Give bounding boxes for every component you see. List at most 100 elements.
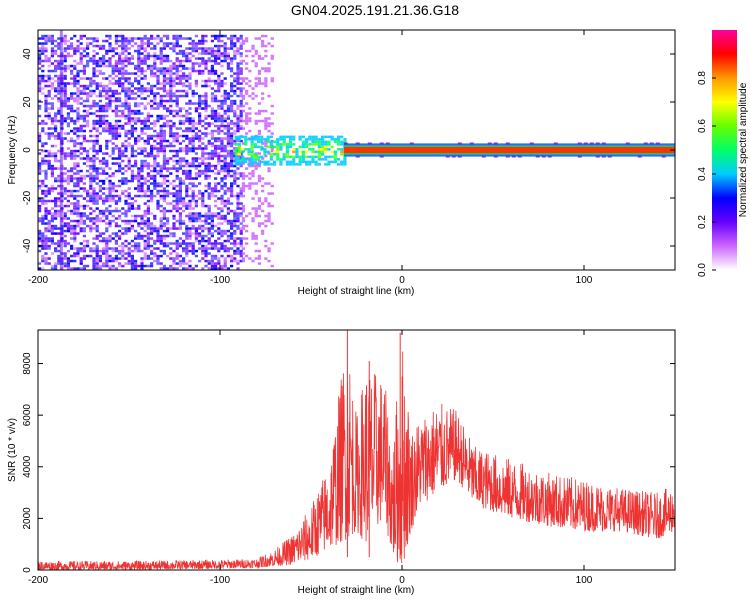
spectrogram-cell — [214, 224, 218, 228]
spectrogram-cell — [223, 177, 227, 180]
spectrogram-cell — [82, 69, 86, 73]
spectrogram-cell — [239, 77, 243, 80]
spectrogram-cell — [257, 197, 262, 200]
spectrogram-cell — [70, 42, 74, 45]
spectrogram-cell — [150, 164, 154, 168]
spectrogram-cell — [102, 54, 106, 58]
spectrogram-cell — [308, 163, 312, 166]
spectrogram-cell — [50, 52, 54, 55]
spectrogram-cell — [285, 143, 289, 146]
spectrogram-cell — [162, 57, 166, 60]
spectrogram-cell — [185, 94, 189, 98]
spectrogram-cell — [267, 152, 271, 155]
spectrogram-cell — [260, 135, 264, 139]
spectrogram-cell — [143, 87, 147, 90]
spectrogram-cell — [254, 84, 258, 88]
spectrogram-cell — [111, 199, 115, 203]
spectrogram-cell — [114, 89, 118, 93]
spectrogram-cell — [178, 192, 182, 195]
spectrogram-cell — [269, 135, 273, 139]
spectrogram-cell — [292, 163, 296, 166]
spectrogram-cell — [150, 92, 154, 95]
spectrogram-cell — [127, 42, 131, 45]
spectrogram-cell — [223, 127, 227, 130]
spectrogram-cell — [254, 182, 258, 185]
spectrogram-cell — [251, 182, 255, 185]
spectrogram-cell — [169, 242, 173, 245]
spectrogram-cell — [301, 160, 305, 164]
spectrogram-cell — [127, 47, 131, 50]
spectrogram-cell — [214, 204, 218, 208]
spectrogram-cell — [137, 74, 141, 78]
spectrogram-cell — [182, 202, 186, 205]
spectrogram-cell — [89, 42, 93, 45]
spectrogram-cell — [214, 109, 218, 113]
spectrogram-cell — [41, 119, 45, 123]
spectrogram-cell — [230, 39, 234, 43]
spectrogram-cell — [137, 134, 141, 138]
spectrogram-cell — [217, 112, 221, 115]
spectrogram-cell — [44, 192, 48, 195]
spectrogram-cell — [76, 74, 80, 78]
spectrogram-cell — [156, 182, 160, 185]
spectrogram-cell — [114, 257, 118, 260]
spectrogram-cell — [143, 47, 147, 50]
spectrogram-cell — [245, 54, 249, 58]
spectrogram-cell — [230, 142, 234, 145]
spectrogram-cell — [79, 267, 83, 270]
spectrogram-cell — [121, 264, 125, 268]
spectrogram-cell — [105, 217, 109, 220]
spectrogram-cell — [38, 59, 42, 63]
spectrogram-cell — [41, 49, 45, 53]
spectrogram-cell — [102, 57, 106, 60]
spectrogram-cell — [47, 152, 51, 155]
spectrogram-cell — [250, 140, 254, 144]
spectrogram-cell — [191, 177, 195, 180]
spectrogram-cell — [134, 154, 138, 158]
spectrogram-cell — [63, 92, 67, 95]
spectrogram-cell — [264, 154, 268, 158]
spectrogram-cell — [241, 174, 246, 178]
spectrogram-cell — [162, 189, 166, 193]
spectrogram-cell — [73, 149, 77, 153]
spectrogram-cell — [57, 62, 61, 65]
spectrogram-cell — [264, 79, 268, 83]
spectrogram-cell — [175, 192, 179, 195]
spectrogram-cell — [210, 79, 214, 83]
spectrogram-cell — [201, 72, 205, 75]
spectrogram-cell — [127, 227, 131, 230]
spectrogram-cell — [134, 162, 138, 165]
spectrogram-cell — [188, 227, 192, 230]
spectrogram-cell — [150, 134, 154, 138]
spectrogram-cell — [185, 127, 189, 130]
spectrogram-cell — [178, 77, 182, 80]
spectrogram-cell — [114, 232, 118, 235]
spectrogram-cell — [175, 239, 179, 243]
spectrogram-cell — [92, 262, 96, 265]
spectrogram-cell — [269, 140, 273, 144]
spectrogram-cell — [76, 182, 80, 185]
spectrogram-cell — [237, 138, 241, 141]
spectrogram-cell — [191, 157, 195, 160]
spectrogram-cell — [210, 69, 214, 73]
spectrogram-cell — [204, 252, 208, 255]
spectrogram-cell — [86, 52, 90, 55]
spectrogram-cell — [288, 145, 293, 149]
spectrogram-cell — [111, 187, 115, 190]
spectrogram-cell — [134, 77, 138, 80]
spectrogram-cell — [217, 162, 221, 165]
ridge-speckle — [409, 142, 414, 145]
spectrogram-cell — [241, 109, 246, 113]
spectrogram-cell — [230, 59, 234, 63]
spectrogram-cell — [292, 143, 296, 146]
spectrogram-cell — [54, 209, 58, 213]
spectrogram-cell — [63, 157, 67, 160]
spectrogram-cell — [226, 189, 230, 193]
spectrogram-cell — [92, 139, 96, 143]
spectrogram-cell — [169, 99, 173, 103]
spectrogram-cell — [260, 155, 264, 159]
spectrogram-cell — [172, 249, 176, 253]
spectrogram-cell — [159, 87, 163, 90]
spectrogram-cell — [79, 114, 83, 118]
spectrogram-cell — [98, 212, 102, 215]
